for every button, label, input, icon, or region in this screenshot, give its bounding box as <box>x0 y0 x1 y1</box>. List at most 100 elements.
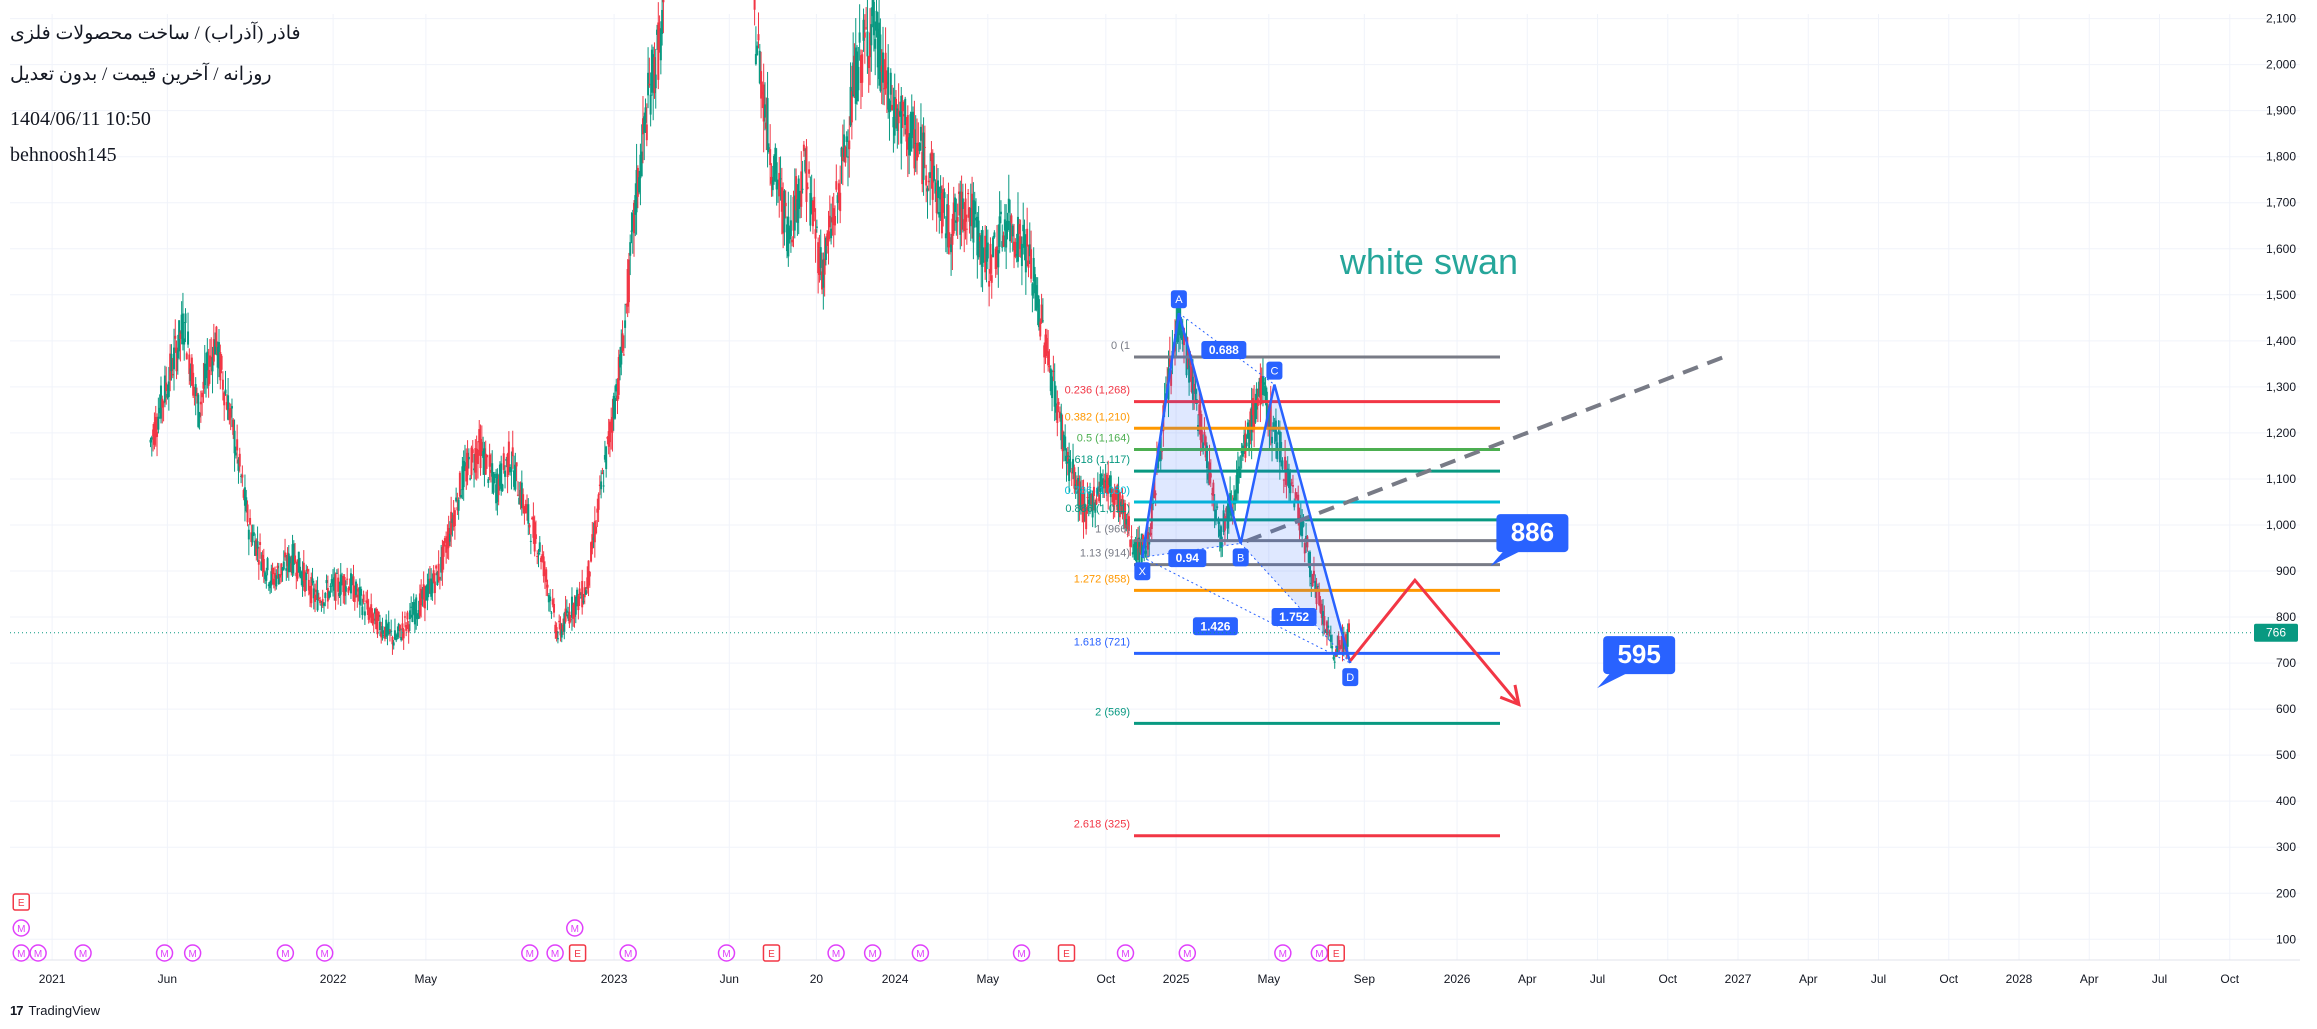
candle-body <box>328 591 331 598</box>
candle-body <box>587 560 590 586</box>
projection-arrow[interactable]: 886 595 white swan <box>1339 241 1676 707</box>
candle-body <box>398 624 401 631</box>
event-markers[interactable]: EM MM M M M M M M M M E M M E M M M M E M M M M E <box>12 893 1345 962</box>
candle-body <box>531 517 534 520</box>
candle-body <box>1096 486 1099 496</box>
candle-body <box>421 590 424 599</box>
candle-body <box>572 605 575 619</box>
candle-body <box>765 122 768 129</box>
price-axis[interactable]: 100 200 300 400 500 600 700 800 900 1,000 1,100 1,2… <box>10 12 2298 947</box>
brand-name: TradingView <box>28 1003 101 1018</box>
candle-body <box>504 470 507 477</box>
candle-body <box>1057 401 1060 405</box>
pattern-point-label: A <box>1175 294 1183 306</box>
y-tick-label: 300 <box>2276 840 2296 854</box>
candle-body <box>645 124 648 141</box>
candle-body <box>1126 524 1129 530</box>
candle-body <box>635 169 638 213</box>
pattern-point-label: D <box>1346 672 1354 684</box>
meeting-marker <box>521 944 539 962</box>
white-swan-annotation: white swan <box>1339 241 1518 282</box>
candle-body <box>843 134 846 158</box>
candle-body <box>260 561 263 571</box>
candle-body <box>773 155 776 182</box>
candle-body <box>392 642 395 646</box>
candle-body <box>457 499 460 511</box>
candle-body <box>652 54 655 92</box>
candle-body <box>1290 482 1293 484</box>
candle-body <box>884 52 887 89</box>
candle-body <box>835 181 838 190</box>
candle-body <box>613 398 616 419</box>
candle-body <box>329 585 332 587</box>
candle-body <box>254 540 257 556</box>
harmonic-pattern[interactable]: X A B C D 0.688 0.94 1.426 1.752 <box>1134 290 1725 687</box>
candle-body <box>397 623 400 632</box>
candle-body <box>822 259 825 288</box>
candle-body <box>1236 468 1239 494</box>
candle-body <box>245 497 248 512</box>
meeting-marker <box>1310 944 1329 962</box>
candle-body <box>1249 411 1252 434</box>
candle-body <box>565 610 568 613</box>
candle-body <box>381 626 384 634</box>
candle-body <box>947 205 950 248</box>
candle-body <box>850 91 853 123</box>
candle-body <box>936 180 939 199</box>
meeting-marker <box>74 944 92 962</box>
candle-body <box>510 468 513 472</box>
candle-body <box>978 236 981 242</box>
candle-body <box>355 581 358 596</box>
y-tick-label: 1,900 <box>2266 104 2296 118</box>
target-callout-box <box>1603 636 1676 675</box>
candle-body <box>866 31 869 57</box>
x-tick-label: 2022 <box>320 972 347 986</box>
candle-body <box>264 572 267 580</box>
candle-body <box>588 571 591 577</box>
candle-body <box>366 600 369 610</box>
candle-body <box>437 563 440 581</box>
candle-body <box>573 602 576 617</box>
candle-body <box>1136 538 1139 549</box>
target-callout-box <box>1496 514 1569 553</box>
candle-body <box>233 430 236 454</box>
candle-body <box>199 401 202 405</box>
candle-body <box>1234 490 1237 504</box>
candle-body <box>931 153 934 200</box>
candle-body <box>579 597 582 599</box>
candle-body <box>856 51 859 102</box>
meeting-marker-label: M <box>281 949 289 960</box>
candle-body <box>905 128 908 142</box>
time-axis[interactable]: 2021 Jun 2022 May 2023 Jun 20 2024 May Oct 2025 May… <box>39 972 2240 986</box>
candle-body <box>985 247 988 262</box>
candle-body <box>1016 216 1019 262</box>
candle-body <box>826 233 829 246</box>
candle-body <box>183 338 186 345</box>
fib-level-label: 0.382 (1,210) <box>1065 411 1130 423</box>
candle-body <box>641 118 644 135</box>
candle-body <box>149 439 152 443</box>
candle-body <box>662 0 665 3</box>
candle-body <box>634 195 637 215</box>
candle-body <box>333 577 336 591</box>
candle-body <box>1052 370 1055 372</box>
candle-body <box>339 574 342 595</box>
candle-body <box>923 146 926 148</box>
candle-body <box>1087 499 1090 505</box>
candle-body <box>1039 321 1042 337</box>
author-name: behnoosh145 <box>10 144 117 166</box>
candle-body <box>1015 253 1018 256</box>
candle-body <box>1073 467 1076 489</box>
meeting-marker <box>1178 944 1197 962</box>
candle-body <box>1069 461 1072 469</box>
candle-body <box>940 193 943 234</box>
candle-body <box>491 463 494 477</box>
candle-body <box>447 527 450 548</box>
candlestick-series <box>149 0 1350 669</box>
candle-body <box>167 381 170 397</box>
candle-body <box>463 462 466 467</box>
candle-body <box>1117 489 1120 511</box>
candle-body <box>1094 502 1097 513</box>
tradingview-brand[interactable]: 17 TradingView <box>10 1003 100 1018</box>
